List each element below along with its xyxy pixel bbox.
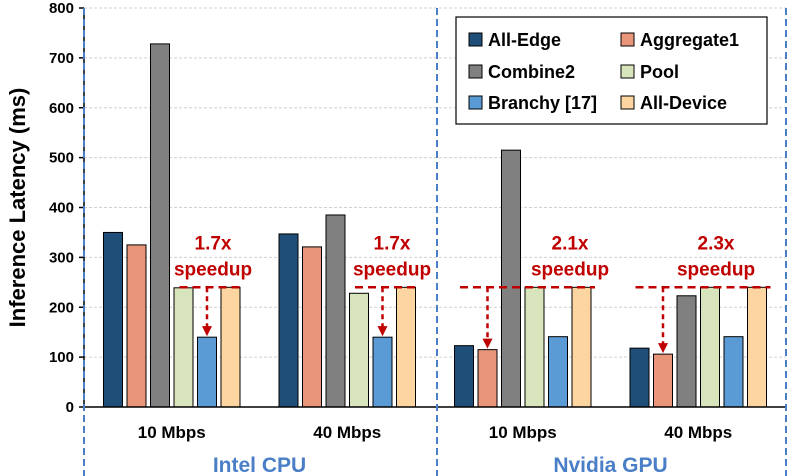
bar-combine2 — [501, 149, 521, 408]
y-axis-label: Inference Latency (ms) — [5, 88, 30, 328]
speedup-label: speedup — [174, 259, 252, 280]
bar-aggregate1 — [477, 349, 498, 408]
bar-branchy-17 — [723, 336, 744, 408]
x-tick-label: 10 Mbps — [138, 423, 206, 442]
y-tick-label: 100 — [49, 349, 74, 366]
legend-swatch — [620, 64, 635, 79]
group-label: Nvidia GPU — [553, 454, 667, 476]
y-tick-label: 700 — [49, 50, 74, 67]
bar-pool — [524, 286, 545, 408]
bar-branchy-17 — [372, 336, 393, 408]
legend-box — [455, 16, 768, 125]
bar-all-edge — [103, 231, 123, 408]
y-tick-label: 200 — [49, 299, 74, 316]
y-tick-label: 300 — [49, 249, 74, 266]
legend-label: Pool — [640, 62, 679, 82]
legend-swatch — [468, 95, 483, 110]
speedup-label: speedup — [353, 259, 431, 280]
speedup-annotations: 1.7x speedup 1.7x speedup 2.1x speedup 2.3x spe… — [174, 233, 771, 354]
legend-swatch — [468, 32, 483, 47]
speedup-label: speedup — [531, 259, 609, 280]
legend-swatch — [468, 64, 483, 79]
group-label: Intel CPU — [213, 454, 306, 476]
legend-swatch — [620, 95, 635, 110]
bar-all-device — [396, 286, 416, 408]
bar-combine2 — [325, 214, 346, 408]
y-tick-label: 500 — [49, 150, 74, 167]
legend-label: All-Edge — [488, 30, 561, 50]
bar-aggregate1 — [126, 244, 147, 408]
legend: All-Edge Aggregate1 Combine2 Pool Branchy [1… — [455, 16, 768, 125]
legend-label: Combine2 — [488, 62, 575, 82]
legend-label: Aggregate1 — [640, 30, 739, 50]
bar-combine2 — [676, 295, 697, 408]
x-tick-label: 40 Mbps — [313, 423, 381, 442]
speedup-factor: 2.3x — [698, 233, 735, 254]
bar-aggregate1 — [302, 246, 322, 408]
speedup-factor: 1.7x — [195, 233, 232, 254]
bar-all-device — [571, 286, 592, 408]
legend-label: All-Device — [640, 93, 727, 113]
x-tick-label: 40 Mbps — [664, 423, 732, 442]
speedup-factor: 2.1x — [552, 233, 589, 254]
bar-pool — [349, 292, 369, 408]
legend-swatch — [620, 32, 635, 47]
legend-label: Branchy [17] — [488, 93, 597, 113]
bar-pool — [700, 286, 720, 408]
axes: 0 100 200 300 400 500 600 700 800 10 Mbps 40 Mbps 1… — [49, 0, 787, 476]
y-tick-label: 0 — [66, 399, 74, 416]
bar-combine2 — [150, 43, 170, 408]
bar-all-device — [747, 286, 767, 408]
bar-all-edge — [629, 347, 650, 408]
bar-all-edge — [454, 345, 474, 408]
bar-pool — [173, 287, 194, 408]
bar-aggregate1 — [653, 353, 673, 408]
speedup-label: speedup — [677, 259, 755, 280]
bar-all-device — [220, 286, 241, 408]
y-tick-label: 800 — [49, 0, 74, 17]
y-tick-label: 600 — [49, 100, 74, 117]
bar-all-edge — [278, 233, 299, 408]
bar-branchy-17 — [548, 336, 568, 408]
speedup-factor: 1.7x — [374, 233, 411, 254]
x-tick-label: 10 Mbps — [489, 423, 557, 442]
bar-branchy-17 — [197, 336, 217, 408]
y-tick-label: 400 — [49, 200, 74, 217]
gridlines — [84, 7, 786, 358]
